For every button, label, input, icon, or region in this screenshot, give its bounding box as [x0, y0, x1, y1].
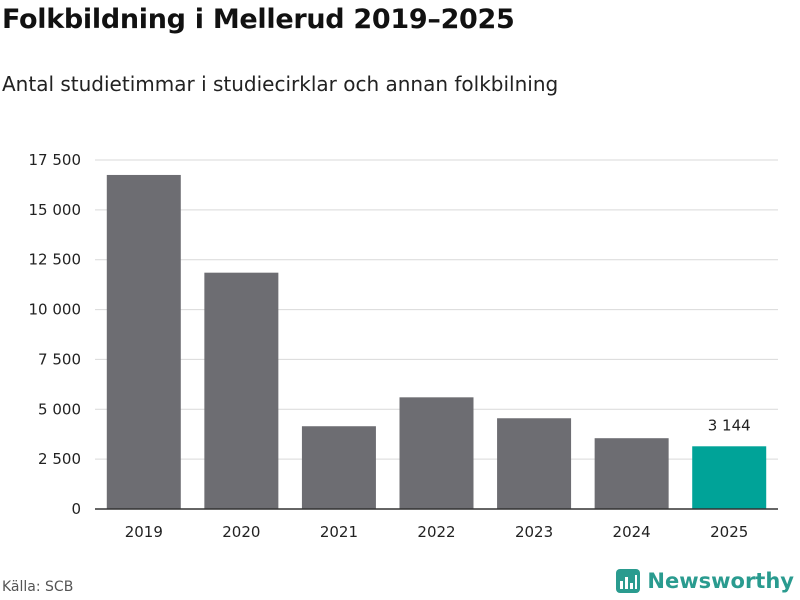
- y-tick-label: 5 000: [38, 400, 81, 418]
- x-tick-label: 2021: [320, 523, 358, 541]
- x-tick-label: 2019: [125, 523, 163, 541]
- brand-name: Newsworthy: [647, 569, 794, 593]
- y-tick-label: 2 500: [38, 450, 81, 468]
- bar-2025[interactable]: [692, 446, 766, 509]
- y-tick-label: 7 500: [38, 350, 81, 368]
- x-tick-label: 2025: [710, 523, 748, 541]
- bar-2022[interactable]: [400, 397, 474, 509]
- y-tick-label: 12 500: [29, 251, 82, 269]
- bar-2021[interactable]: [302, 426, 376, 509]
- source-note: Källa: SCB: [2, 579, 73, 595]
- bar-chart: 0 2 500 5 000 7 500 10 000 12 500 15 000 17 500…: [0, 0, 800, 600]
- x-tick-label: 2023: [515, 523, 553, 541]
- newsworthy-icon: [615, 568, 641, 594]
- data-label: 3 144: [708, 416, 751, 434]
- x-tick-label: 2020: [222, 523, 260, 541]
- bar-layer: [107, 175, 766, 509]
- y-tick-label: 15 000: [29, 201, 82, 219]
- bar-2024[interactable]: [595, 438, 669, 509]
- bar-2023[interactable]: [497, 418, 571, 509]
- y-tick-label: 10 000: [29, 301, 82, 319]
- y-tick-label: 17 500: [29, 151, 82, 169]
- y-tick-label: 0: [71, 500, 81, 518]
- bar-2020[interactable]: [204, 273, 278, 509]
- newsworthy-logo[interactable]: Newsworthy: [615, 568, 794, 594]
- x-tick-label: 2022: [417, 523, 455, 541]
- x-tick-label: 2024: [613, 523, 651, 541]
- bar-2019[interactable]: [107, 175, 181, 509]
